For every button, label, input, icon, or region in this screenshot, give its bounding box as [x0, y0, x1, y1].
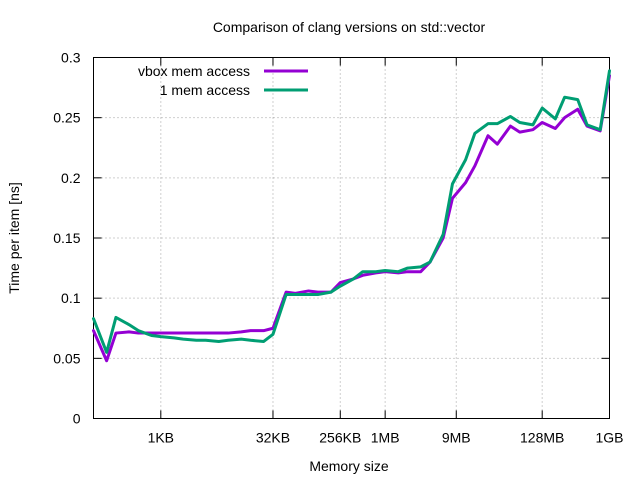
series-line-1-mem-access [92, 69, 611, 354]
y-tick-label: 0.05 [53, 350, 80, 366]
x-tick-label: 32KB [256, 430, 290, 446]
x-tick-labels: 1KB 32KB 256KB 1MB 9MB 128MB 1GB [148, 430, 624, 446]
legend-label-1-mem-access: 1 mem access [160, 82, 250, 98]
y-tick-label: 0.1 [61, 290, 81, 306]
x-tick-label: 256KB [319, 430, 361, 446]
x-tick-label: 128MB [520, 430, 564, 446]
y-tick-label: 0 [73, 411, 81, 427]
legend: vbox mem access 1 mem access [138, 63, 308, 98]
y-tick-label: 0.3 [61, 50, 81, 66]
x-tick-label: 1MB [371, 430, 400, 446]
x-tick-label: 1GB [595, 430, 623, 446]
y-tick-label: 0.2 [61, 170, 81, 186]
chart-title: Comparison of clang versions on std::vec… [213, 19, 486, 35]
x-tick-label: 9MB [442, 430, 471, 446]
y-axis-label: Time per item [ns] [6, 182, 22, 294]
y-tick-label: 0.25 [53, 110, 80, 126]
series-line-vbox-mem-access [92, 74, 611, 363]
grid-lines [93, 57, 610, 419]
y-tick-label: 0.15 [53, 230, 80, 246]
axis-ticks [93, 57, 610, 419]
x-tick-label: 1KB [148, 430, 174, 446]
plot-frame [93, 57, 610, 419]
legend-label-vbox-mem-access: vbox mem access [138, 63, 250, 79]
x-axis-label: Memory size [309, 458, 389, 474]
y-tick-labels: 0 0.05 0.1 0.15 0.2 0.25 0.3 [53, 50, 80, 427]
series-lines [92, 69, 611, 363]
